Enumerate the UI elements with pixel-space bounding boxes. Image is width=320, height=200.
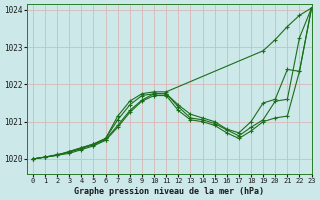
X-axis label: Graphe pression niveau de la mer (hPa): Graphe pression niveau de la mer (hPa) — [74, 187, 264, 196]
